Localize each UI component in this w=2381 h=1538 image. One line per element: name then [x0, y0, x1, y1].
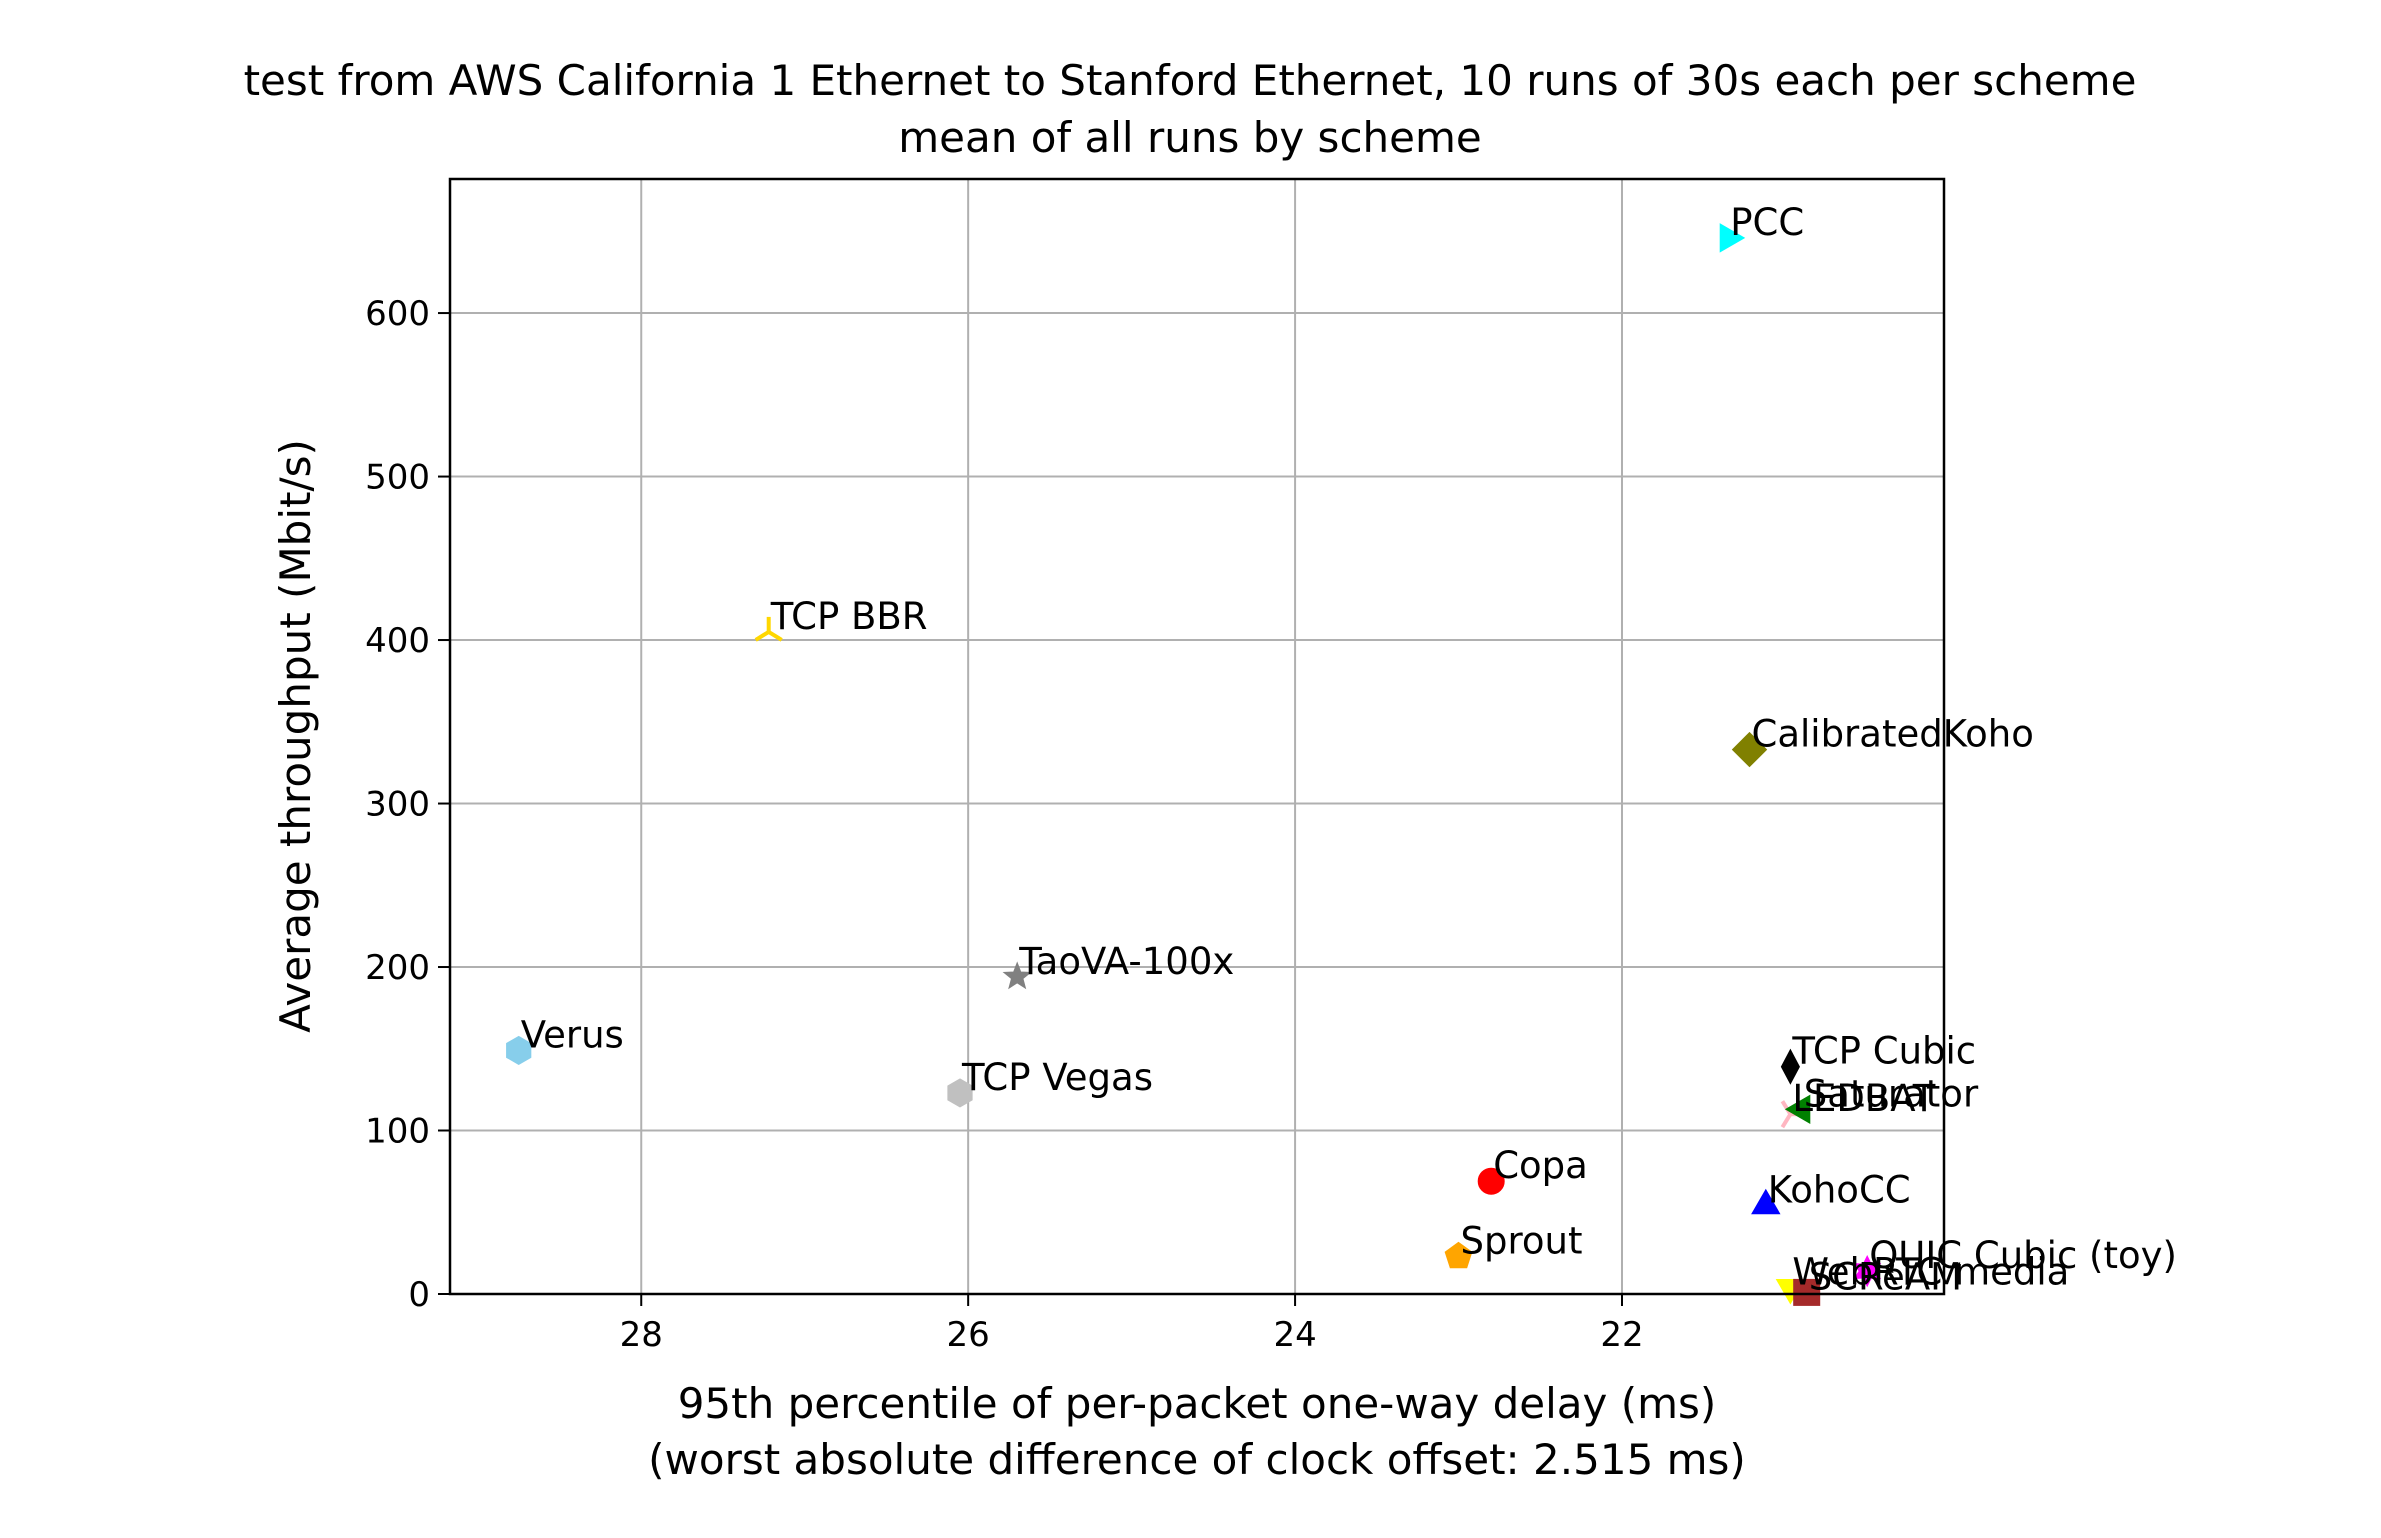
label-saturator: Saturator — [1804, 1072, 1979, 1115]
label-tcp-bbr: TCP BBR — [770, 595, 928, 638]
y-tick-label: 500 — [365, 458, 430, 498]
y-tick-label: 200 — [365, 948, 430, 988]
point-tcp-bbr — [754, 616, 783, 642]
label-copa: Copa — [1493, 1144, 1588, 1187]
data-points — [506, 223, 1882, 1306]
x-tick-label: 28 — [620, 1315, 663, 1355]
plot-frame — [448, 177, 1946, 1296]
point-scream — [1793, 1278, 1821, 1306]
axis-ticks: 28 26 24 22 0 100 200 300 400 500 600 — [365, 294, 1644, 1355]
point-saturator — [1784, 1094, 1811, 1125]
label-kohocc: KohoCC — [1768, 1169, 1911, 1212]
label-quic-cubic-toy: QUIC Cubic (toy) — [1869, 1234, 2177, 1277]
point-tcp-vegas — [947, 1078, 973, 1108]
label-ledbat: LEDBAT — [1792, 1077, 1935, 1120]
chart-title: test from AWS California 1 Ethernet to S… — [244, 56, 2137, 105]
point-sprout — [1444, 1241, 1473, 1269]
point-verus — [506, 1035, 532, 1065]
label-tcp-cubic: TCP Cubic — [1791, 1030, 1976, 1073]
point-calibratedkoho — [1731, 731, 1768, 768]
x-axis-label-note: (worst absolute difference of clock offs… — [648, 1435, 1746, 1484]
y-tick-label: 100 — [365, 1112, 430, 1152]
point-pcc — [1719, 223, 1746, 253]
label-scream: SCReAM — [1809, 1255, 1962, 1298]
y-tick-label: 600 — [365, 294, 430, 334]
data-labels: PCC TCP BBR CalibratedKoho TaoVA-100x Verus T… — [521, 201, 2177, 1299]
point-kohocc — [1751, 1188, 1781, 1215]
x-axis-label: 95th percentile of per-packet one-way de… — [678, 1379, 1717, 1428]
label-verus: Verus — [521, 1013, 624, 1056]
point-copa — [1477, 1167, 1505, 1195]
label-sprout: Sprout — [1461, 1219, 1583, 1262]
y-axis-label: Average throughput (Mbit/s) — [271, 439, 320, 1033]
chart-subtitle: mean of all runs by scheme — [898, 113, 1482, 162]
x-tick-label: 22 — [1600, 1315, 1643, 1355]
x-tick-label: 24 — [1273, 1315, 1316, 1355]
point-quic-cubic-toy — [1853, 1254, 1882, 1288]
label-taova-100x: TaoVA-100x — [1018, 940, 1234, 983]
y-tick-label: 300 — [365, 785, 430, 825]
label-webrtc-media: WebRTC media — [1792, 1251, 2069, 1294]
x-tick-label: 26 — [947, 1315, 990, 1355]
y-tick-label: 0 — [408, 1275, 430, 1315]
point-tcp-cubic — [1780, 1048, 1800, 1085]
label-calibratedkoho: CalibratedKoho — [1752, 713, 2034, 756]
y-tick-label: 400 — [365, 621, 430, 661]
label-tcp-vegas: TCP Vegas — [961, 1056, 1153, 1099]
point-taova-100x — [1002, 961, 1032, 990]
grid — [450, 179, 1944, 1295]
label-pcc: PCC — [1730, 201, 1804, 244]
